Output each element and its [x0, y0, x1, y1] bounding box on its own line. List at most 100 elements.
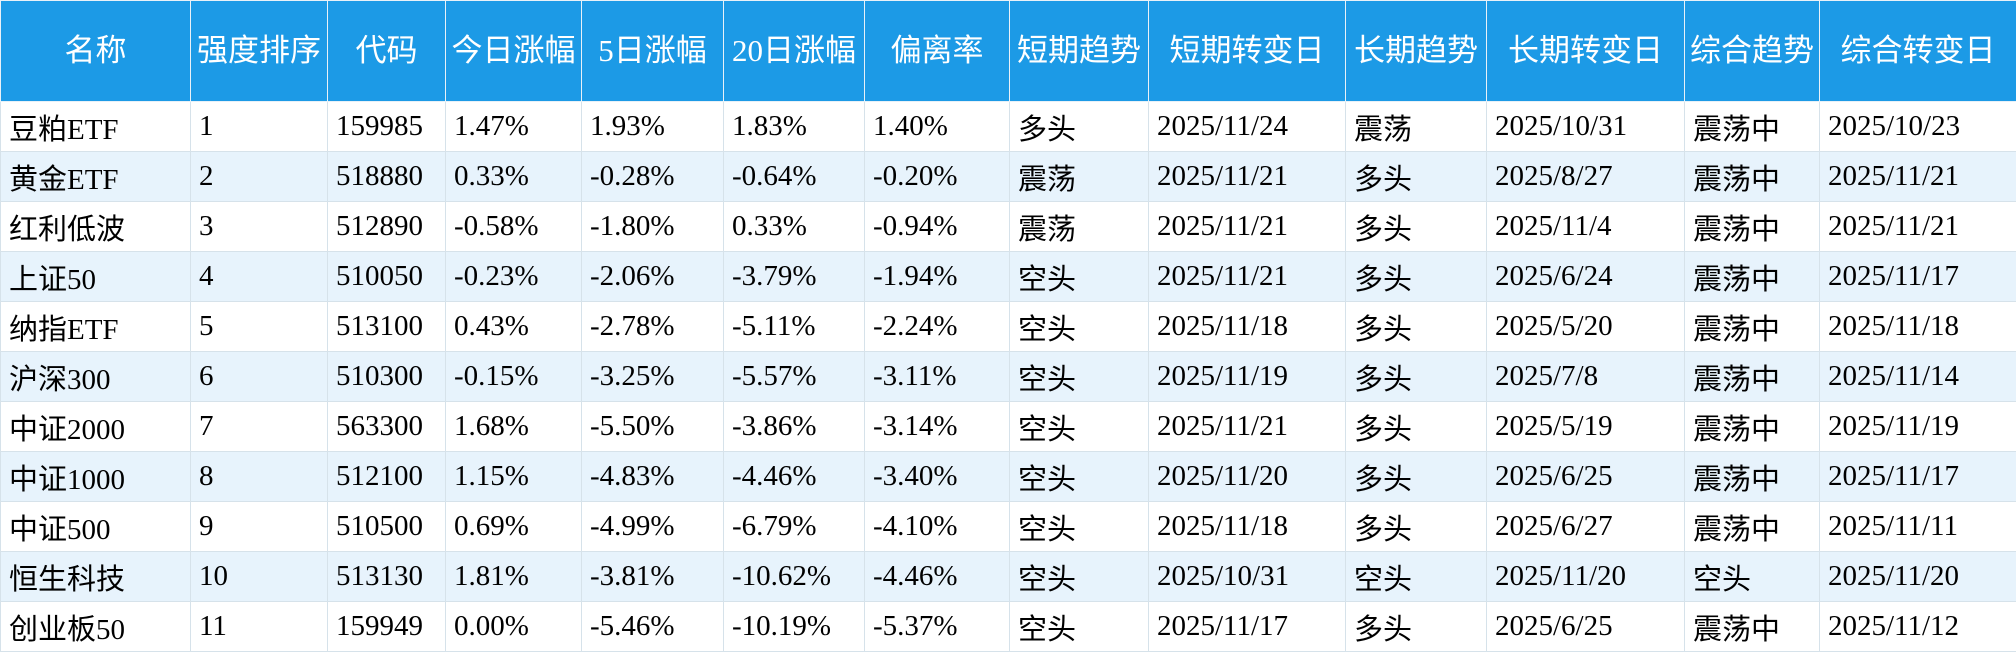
table-cell: -3.81% [581, 551, 724, 602]
table-cell: 2025/11/18 [1148, 301, 1346, 352]
table-cell: 0.33% [445, 151, 582, 202]
table-cell: 纳指ETF [0, 301, 191, 352]
table-cell: 563300 [327, 401, 446, 452]
table-cell: 2025/10/31 [1486, 101, 1685, 152]
table-cell: 震荡中 [1684, 251, 1820, 302]
table-cell: -3.14% [864, 401, 1010, 452]
table-cell: 8 [190, 451, 328, 502]
table-cell: 震荡中 [1684, 301, 1820, 352]
table-cell: 512100 [327, 451, 446, 502]
table-cell: 空头 [1009, 251, 1149, 302]
table-cell: -4.83% [581, 451, 724, 502]
table-cell: 震荡 [1009, 201, 1149, 252]
table-cell: 2025/11/21 [1148, 201, 1346, 252]
table-cell: -0.20% [864, 151, 1010, 202]
table-cell: -5.11% [723, 301, 865, 352]
table-cell: 多头 [1345, 251, 1487, 302]
table-row: 沪深300 6 510300 -0.15% -3.25% -5.57% -3.11% 空头 20… [0, 351, 2016, 402]
table-cell: 159985 [327, 101, 446, 152]
table-cell: 中证2000 [0, 401, 191, 452]
table-cell: 159949 [327, 601, 446, 652]
table-cell: 沪深300 [0, 351, 191, 402]
table-row: 红利低波 3 512890 -0.58% -1.80% 0.33% -0.94% 震荡 2025… [0, 201, 2016, 252]
table-cell: 2025/11/21 [1819, 151, 2016, 202]
table-cell: 震荡中 [1684, 101, 1820, 152]
table-cell: -2.06% [581, 251, 724, 302]
table-cell: 2025/10/23 [1819, 101, 2016, 152]
table-cell: 1 [190, 101, 328, 152]
table-cell: -4.46% [864, 551, 1010, 602]
table-cell: -2.78% [581, 301, 724, 352]
header-cell: 长期转变日 [1486, 0, 1685, 102]
table-cell: 2025/11/21 [1148, 251, 1346, 302]
table-cell: 震荡中 [1684, 351, 1820, 402]
table-cell: 3 [190, 201, 328, 252]
table-cell: -3.25% [581, 351, 724, 402]
table-cell: 空头 [1345, 551, 1487, 602]
table-row: 中证2000 7 563300 1.68% -5.50% -3.86% -3.14% 空头 20… [0, 401, 2016, 452]
table-cell: 震荡中 [1684, 451, 1820, 502]
table-cell: 518880 [327, 151, 446, 202]
table-cell: 震荡 [1009, 151, 1149, 202]
table-cell: 6 [190, 351, 328, 402]
table-cell: 2025/5/20 [1486, 301, 1685, 352]
table-cell: 中证1000 [0, 451, 191, 502]
table-cell: -4.46% [723, 451, 865, 502]
header-cell: 5日涨幅 [581, 0, 724, 102]
table-body: 豆粕ETF 1 159985 1.47% 1.93% 1.83% 1.40% 多头 2025/1… [0, 101, 2016, 652]
table-cell: 510300 [327, 351, 446, 402]
table-cell: 510050 [327, 251, 446, 302]
table-cell: 创业板50 [0, 601, 191, 652]
table-cell: 2025/11/21 [1148, 401, 1346, 452]
table-cell: 红利低波 [0, 201, 191, 252]
table-cell: 多头 [1345, 151, 1487, 202]
table-cell: 2025/11/4 [1486, 201, 1685, 252]
table-cell: -5.37% [864, 601, 1010, 652]
table-cell: -1.80% [581, 201, 724, 252]
table-cell: 0.43% [445, 301, 582, 352]
table-cell: 空头 [1009, 301, 1149, 352]
table-cell: -0.64% [723, 151, 865, 202]
table-cell: -4.10% [864, 501, 1010, 552]
table-cell: 2025/8/27 [1486, 151, 1685, 202]
table-cell: 0.69% [445, 501, 582, 552]
table-cell: 1.68% [445, 401, 582, 452]
table-cell: 2025/10/31 [1148, 551, 1346, 602]
header-row: 名称 强度排序 代码 今日涨幅 5日涨幅 20日涨幅 偏离率 短期趋势 短期转变日 长期趋势 长期转… [0, 0, 2016, 102]
table-cell: 多头 [1345, 201, 1487, 252]
table-cell: 0.33% [723, 201, 865, 252]
table-cell: 2025/11/20 [1819, 551, 2016, 602]
header-cell: 短期转变日 [1148, 0, 1346, 102]
table-cell: 空头 [1009, 551, 1149, 602]
table-cell: 空头 [1009, 451, 1149, 502]
table-cell: 1.93% [581, 101, 724, 152]
table-cell: 2025/6/25 [1486, 451, 1685, 502]
table-cell: 2025/11/17 [1819, 251, 2016, 302]
table-cell: 513100 [327, 301, 446, 352]
table-cell: 震荡中 [1684, 151, 1820, 202]
table-cell: 513130 [327, 551, 446, 602]
table-cell: 2025/11/18 [1148, 501, 1346, 552]
table-cell: -5.50% [581, 401, 724, 452]
table-cell: 2025/11/20 [1148, 451, 1346, 502]
table-cell: -5.57% [723, 351, 865, 402]
table-cell: 空头 [1009, 501, 1149, 552]
table-cell: -10.62% [723, 551, 865, 602]
table-cell: 2025/11/19 [1148, 351, 1346, 402]
table-cell: -0.15% [445, 351, 582, 402]
table-cell: 7 [190, 401, 328, 452]
table-cell: 多头 [1345, 601, 1487, 652]
table-cell: 多头 [1345, 351, 1487, 402]
table-cell: 空头 [1009, 401, 1149, 452]
table-cell: -3.86% [723, 401, 865, 452]
table-cell: 2025/11/11 [1819, 501, 2016, 552]
table-cell: 10 [190, 551, 328, 602]
table-row: 恒生科技 10 513130 1.81% -3.81% -10.62% -4.46% 空头 20… [0, 551, 2016, 602]
table-cell: 2 [190, 151, 328, 202]
table-cell: 恒生科技 [0, 551, 191, 602]
table-cell: 512890 [327, 201, 446, 252]
header-cell: 名称 [0, 0, 191, 102]
table-cell: -10.19% [723, 601, 865, 652]
table-cell: 多头 [1345, 501, 1487, 552]
